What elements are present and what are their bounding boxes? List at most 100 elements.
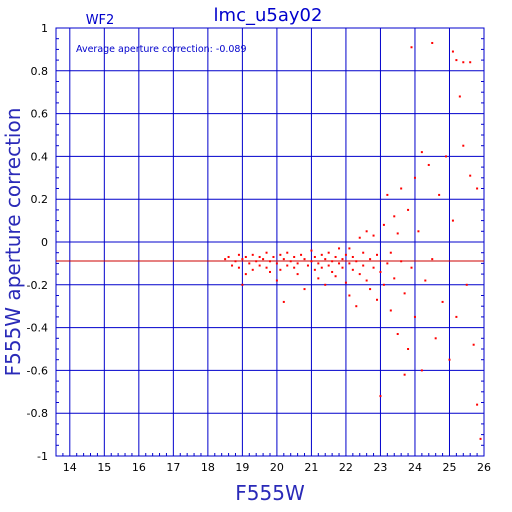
data-point [396,232,399,235]
data-point [355,305,358,308]
data-point [393,215,396,218]
data-point [258,264,261,267]
data-point [351,268,354,271]
data-point [338,262,341,265]
data-point [344,253,347,256]
x-tick-label: 24 [408,461,422,474]
y-axis-label: F555W aperture correction [1,108,25,377]
data-point [431,258,434,261]
data-point [227,255,230,258]
data-point [306,264,309,267]
y-tick-label: -0.2 [27,279,48,292]
data-point [365,230,368,233]
data-point [317,262,320,265]
data-point [407,208,410,211]
x-tick-label: 15 [97,461,111,474]
data-point [231,264,234,267]
data-point [320,253,323,256]
y-tick-label: -0.8 [27,407,48,420]
x-tick-label: 22 [339,461,353,474]
data-point [465,283,468,286]
data-point [269,270,271,273]
data-point [296,273,299,276]
x-tick-label: 25 [442,461,456,474]
data-point [338,247,341,250]
data-point [324,258,327,261]
data-point [420,151,423,154]
data-point [362,251,365,254]
x-tick-label: 23 [373,461,387,474]
data-point [300,253,303,256]
data-point [258,255,261,258]
data-point [396,333,399,336]
data-point [327,264,330,267]
data-point [334,275,337,278]
data-point [389,309,392,312]
data-point [296,262,299,265]
data-point [476,403,479,406]
data-point [331,270,334,273]
data-point [413,315,416,318]
data-point [324,283,327,286]
data-point [369,258,372,261]
data-point [462,61,465,64]
chip-label: WF2 [86,13,115,28]
y-axis-ticks: -1 -0.8 -0.6 -0.4 -0.2 0 0.2 0.4 0.6 0.8 1 [27,22,484,463]
x-tick-label: 20 [270,461,284,474]
data-point [293,255,296,258]
data-point [434,337,437,340]
data-point [389,251,392,254]
y-tick-label: -1 [37,450,48,463]
data-point [334,255,337,258]
data-point [237,253,240,256]
data-point [275,262,278,265]
data-point [269,260,271,263]
data-point [427,163,430,166]
y-tick-label: 1 [41,22,48,35]
data-point [265,266,268,269]
x-tick-label: 18 [201,461,215,474]
data-point [255,260,258,263]
data-point [400,260,403,263]
data-point [313,268,316,271]
average-annotation: Average aperture correction: -0.089 [76,44,247,55]
data-point [382,223,385,226]
data-point [279,253,282,256]
data-point [293,266,296,269]
data-point [303,288,306,291]
data-point [358,273,361,276]
data-point [234,260,237,263]
data-point [303,258,306,261]
data-point [410,266,413,269]
data-point [393,277,396,280]
data-point [355,260,358,263]
data-point [351,255,354,258]
data-point [341,266,344,269]
y-tick-label: 0 [41,236,48,249]
data-point [241,258,244,261]
x-axis-ticks: 14 15 16 17 18 19 20 21 22 23 24 25 26 [62,453,491,474]
data-point [379,270,382,273]
data-point [379,395,382,398]
data-point [451,219,454,222]
data-point [372,234,375,237]
data-point [386,193,389,196]
x-tick-label: 17 [166,461,180,474]
data-point [410,46,413,49]
data-point [403,373,406,376]
data-points [224,41,482,440]
data-point [431,41,434,44]
x-tick-label: 16 [132,461,146,474]
data-point [372,266,375,269]
data-point [469,61,472,64]
data-point [282,300,285,303]
data-point [448,358,451,361]
data-point [272,255,275,258]
data-point [376,253,378,256]
x-tick-label: 14 [63,461,77,474]
data-point [445,155,448,158]
x-tick-label: 26 [477,461,491,474]
y-tick-label: 0.8 [31,65,49,78]
data-point [262,258,265,261]
